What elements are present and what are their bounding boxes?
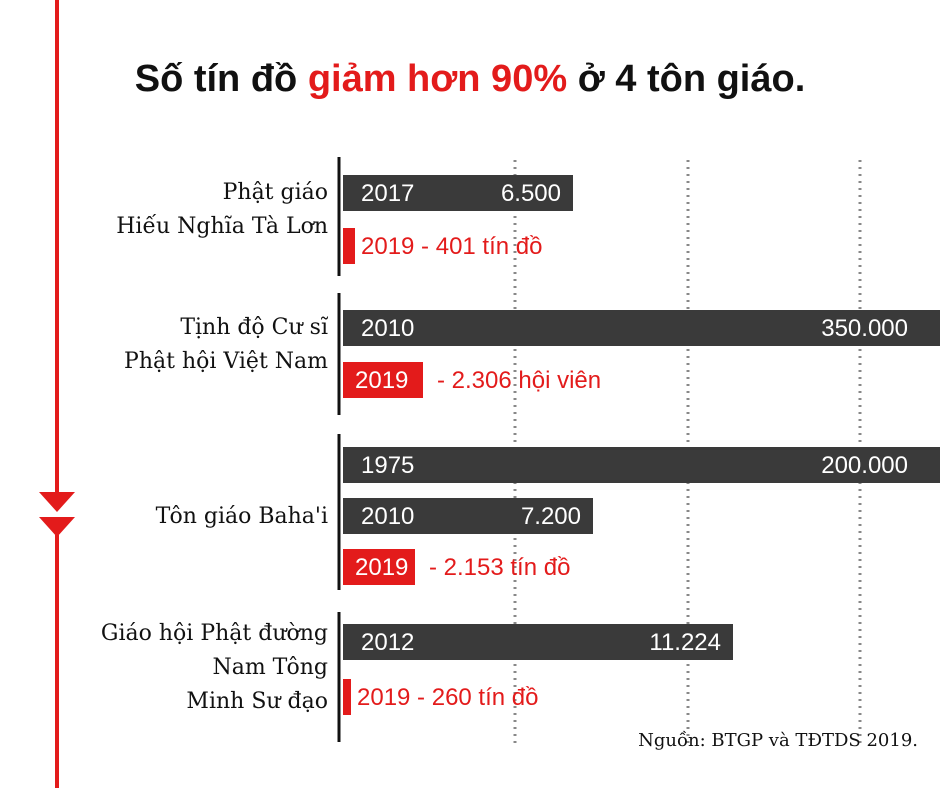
category-label-tinh-do: Tịnh độ Cư sĩ Phật hội Việt Nam xyxy=(124,311,328,379)
bar-year-label: 2019 xyxy=(355,367,408,394)
bar-value-label: - 2.153 tín đồ xyxy=(429,554,570,581)
highlight-bar xyxy=(343,549,415,585)
bar-value-label: 350.000 xyxy=(821,315,908,342)
highlight-bar xyxy=(343,679,351,715)
bar-value-label: 2019 - 401 tín đồ xyxy=(361,233,542,260)
highlight-bar xyxy=(343,362,423,398)
category-label-line: Phật giáo xyxy=(222,180,328,205)
bar-value-label: 200.000 xyxy=(821,452,908,479)
timeline-arrowhead xyxy=(39,517,75,537)
category-label-minh-su-dao: Giáo hội Phật đường Nam Tông Minh Sư đạo xyxy=(101,617,328,719)
bar-year-label: 2010 xyxy=(361,315,414,342)
bar-value-label: - 2.306 hội viên xyxy=(437,367,601,394)
bar-value-label: 2019 - 260 tín đồ xyxy=(357,684,538,711)
category-label-line: Giáo hội Phật đường xyxy=(100,621,328,646)
category-label-hieu-nghia: Phật giáo Hiếu Nghĩa Tà Lơn xyxy=(116,176,328,244)
bar-year-label: 2012 xyxy=(361,629,414,656)
category-label-line: Hiếu Nghĩa Tà Lơn xyxy=(116,214,328,239)
bar xyxy=(343,447,940,483)
bar-year-label: 2019 xyxy=(355,554,408,581)
bar-value-label: 11.224 xyxy=(649,629,721,656)
bar-year-label: 2017 xyxy=(361,180,414,207)
title-part-1: Số tín đồ xyxy=(134,58,298,100)
category-label-line: Tôn giáo Baha'i xyxy=(155,504,328,529)
bar xyxy=(343,175,573,211)
timeline-arrowhead xyxy=(39,492,75,512)
title-part-2: ở 4 tôn giáo. xyxy=(577,58,806,100)
chart-title: Số tín đồ giảm hơn 90% ở 4 tôn giáo. xyxy=(0,58,940,101)
category-label-line: Phật hội Việt Nam xyxy=(124,349,328,374)
category-label-bahai: Tôn giáo Baha'i xyxy=(156,500,328,534)
bar-value-label: 6.500 xyxy=(501,180,561,207)
category-label-line: Nam Tông xyxy=(212,655,328,680)
category-label-line: Minh Sư đạo xyxy=(186,689,328,714)
category-label-line: Tịnh độ Cư sĩ xyxy=(180,315,328,340)
bar xyxy=(343,310,940,346)
source-note: Nguồn: BTGP và TĐTDS 2019. xyxy=(638,730,918,751)
bar xyxy=(343,498,593,534)
title-highlight: giảm hơn 90% xyxy=(307,58,568,100)
highlight-bar xyxy=(343,228,355,264)
bar-value-label: 7.200 xyxy=(521,503,581,530)
bar-year-label: 1975 xyxy=(361,452,414,479)
bar-year-label: 2010 xyxy=(361,503,414,530)
bar xyxy=(343,624,733,660)
